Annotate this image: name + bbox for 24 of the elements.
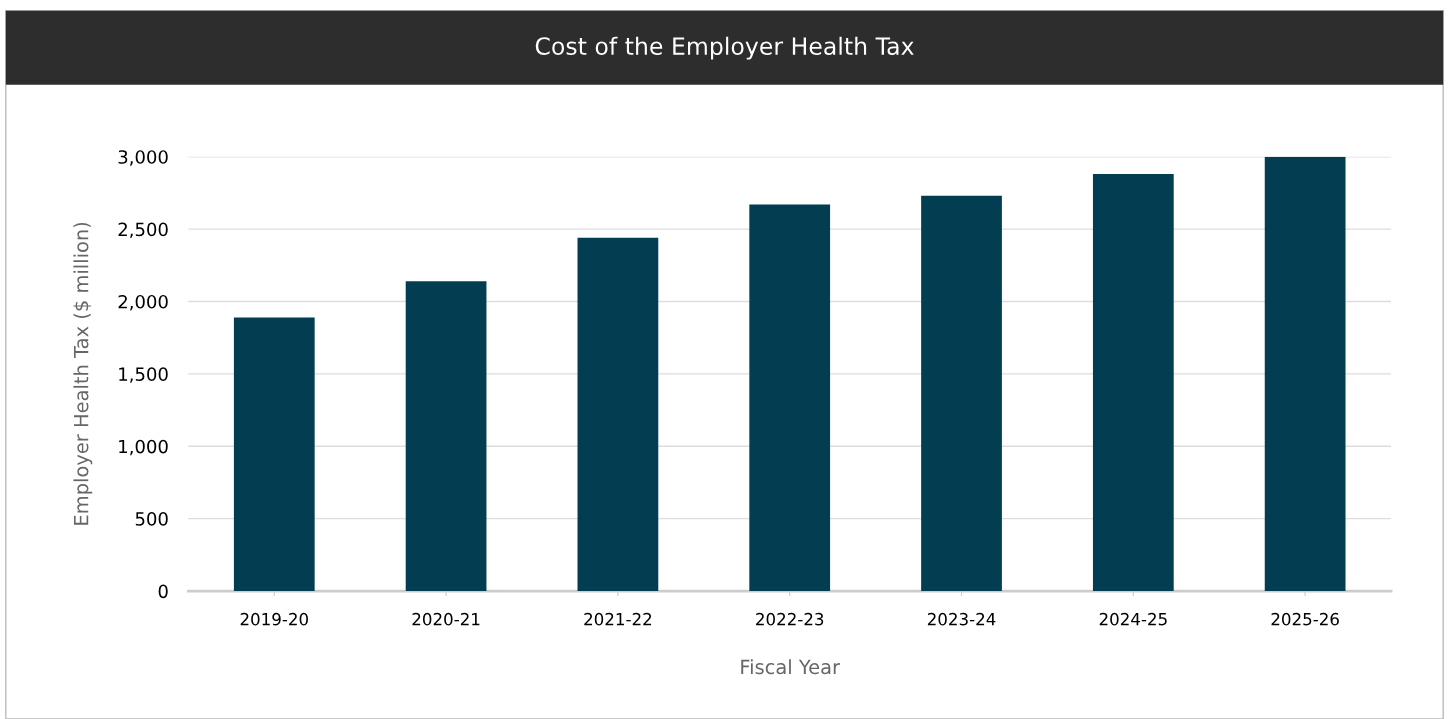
y-tick-label: 2,500 — [118, 222, 168, 239]
bar — [405, 281, 487, 592]
bar — [233, 317, 315, 592]
x-tick-label: 2025-26 — [1271, 612, 1339, 626]
y-tick-label: 2,000 — [118, 294, 168, 311]
x-tick-label: 2023-24 — [927, 612, 996, 626]
y-tick-label: 1,500 — [119, 367, 168, 383]
chart-title: Cost of the Employer Health Tax — [535, 36, 914, 60]
x-axis-title: Fiscal Year — [741, 659, 841, 675]
bar — [1092, 174, 1174, 592]
x-tick-label: 2020-21 — [412, 612, 480, 626]
x-tick-label: 2019-20 — [240, 612, 308, 626]
y-tick-label: 3,000 — [118, 150, 168, 166]
y-tick-label: 1,000 — [119, 439, 168, 456]
bar — [921, 195, 1002, 592]
x-tick-label: 2021-22 — [584, 612, 652, 626]
y-tick-label: 500 — [135, 512, 168, 526]
bar — [1264, 156, 1346, 592]
y-axis-title: Employer Health Tax ($ million) — [73, 222, 93, 525]
bar — [749, 204, 831, 592]
x-tick-label: 2022-23 — [756, 612, 824, 626]
bar — [577, 237, 659, 592]
x-tick-label: 2024-25 — [1099, 612, 1167, 626]
y-tick-label: 0 — [158, 584, 168, 599]
